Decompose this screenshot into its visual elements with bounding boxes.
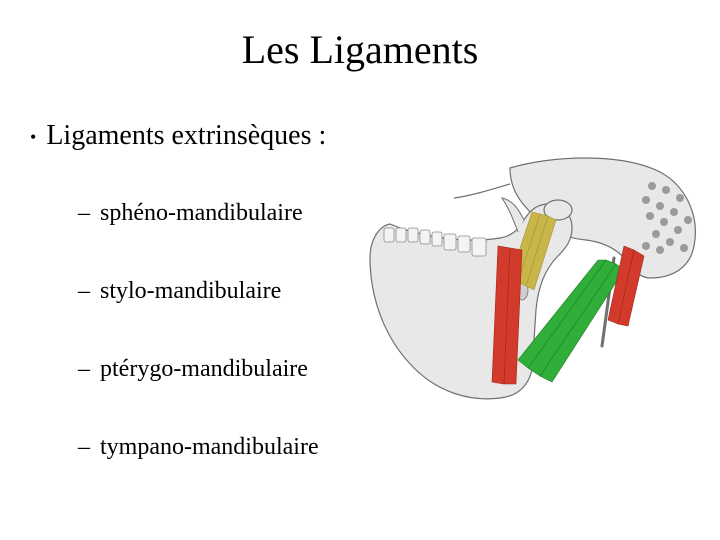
bullet-sub-3: – ptérygo-mandibulaire: [78, 356, 308, 383]
bullet-sub-1-text: sphéno-mandibulaire: [100, 200, 303, 227]
bullet-sub-2-text: stylo-mandibulaire: [100, 278, 281, 305]
bullet-dash-icon: –: [78, 200, 90, 227]
anatomy-figure: [350, 150, 710, 410]
bullet-sub-2: – stylo-mandibulaire: [78, 278, 281, 305]
bullet-dash-icon: –: [78, 434, 90, 461]
bullet-sub-3-text: ptérygo-mandibulaire: [100, 356, 308, 383]
bullet-main: • Ligaments extrinsèques :: [30, 120, 326, 152]
bullet-dash-icon: –: [78, 356, 90, 383]
slide-title: Les Ligaments: [0, 26, 720, 73]
bullet-sub-4: – tympano-mandibulaire: [78, 434, 319, 461]
bullet-dash-icon: –: [78, 278, 90, 305]
bullet-main-text: Ligaments extrinsèques :: [46, 120, 326, 152]
bullet-sub-1: – sphéno-mandibulaire: [78, 200, 303, 227]
bullet-dot-icon: •: [30, 123, 36, 151]
slide: Les Ligaments • Ligaments extrinsèques :…: [0, 0, 720, 540]
bullet-sub-4-text: tympano-mandibulaire: [100, 434, 319, 461]
